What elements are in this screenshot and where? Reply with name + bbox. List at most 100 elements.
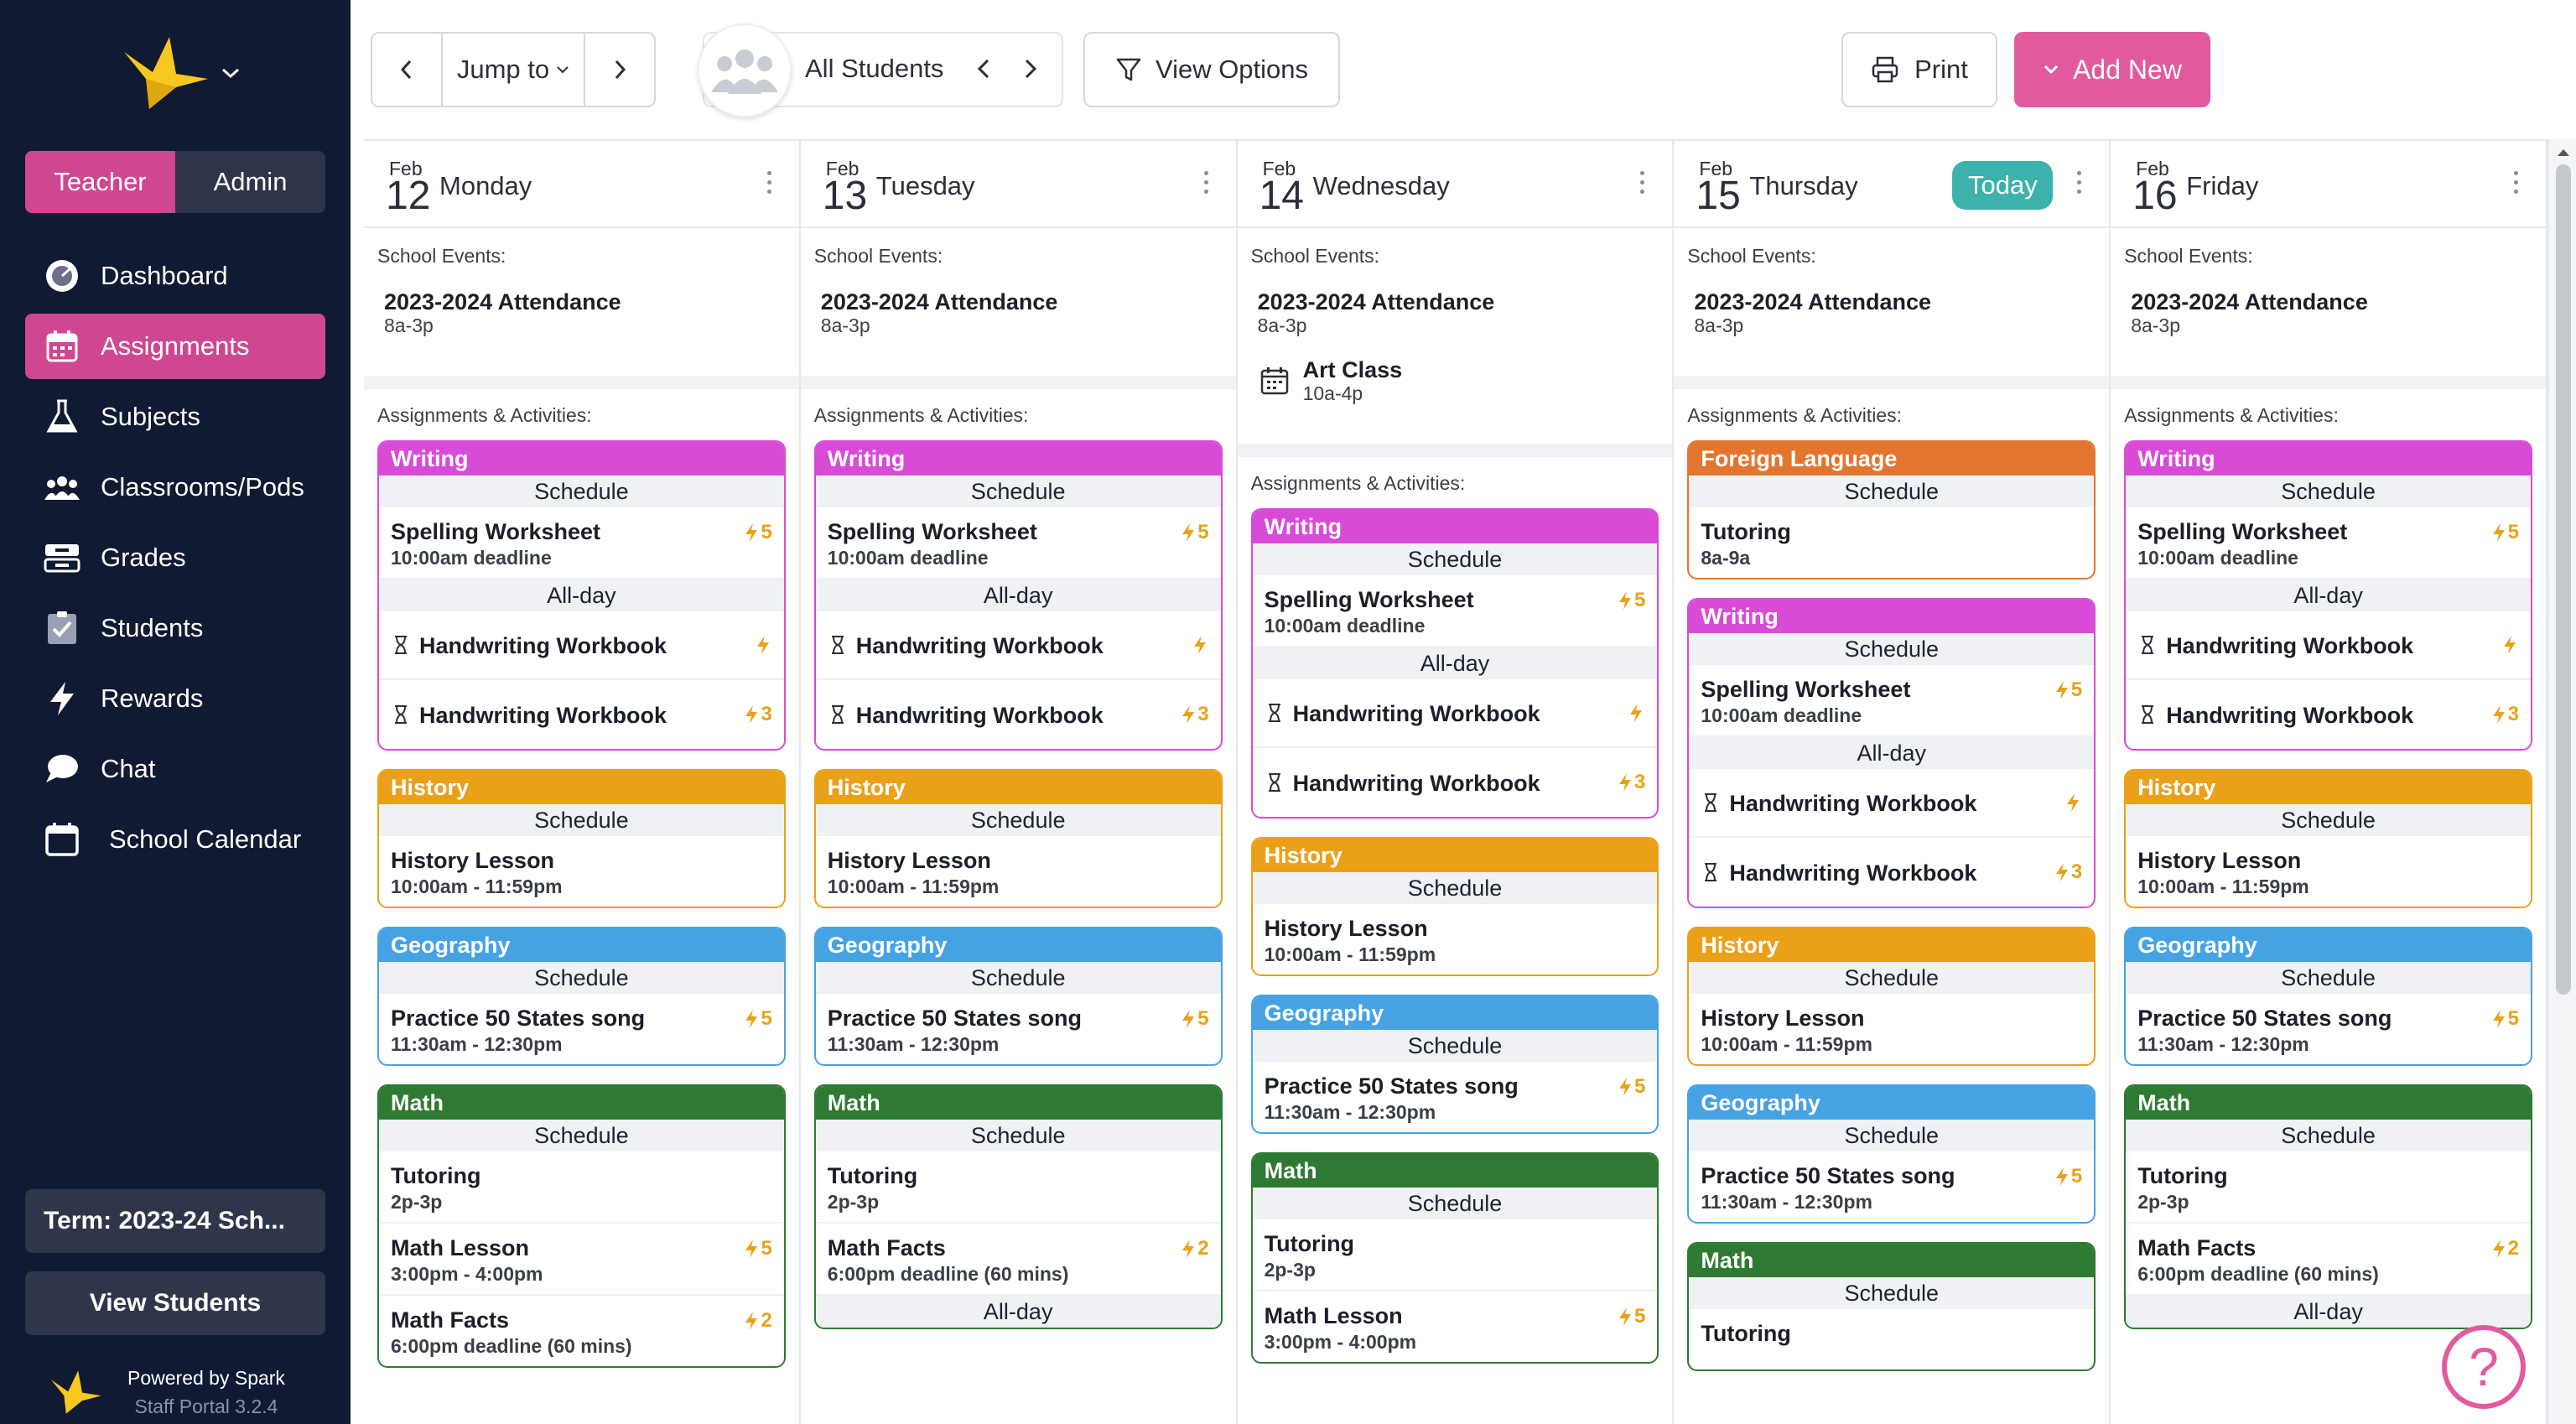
assignment-item[interactable]: History Lesson 10:00am - 11:59pm	[1689, 994, 2094, 1064]
subject-header[interactable]: Math	[1252, 1154, 1658, 1188]
students-icon	[44, 610, 80, 647]
assignment-item[interactable]: Tutoring 2p-3p	[815, 1151, 1221, 1224]
assignment-item[interactable]: Handwriting Workbook	[2126, 611, 2531, 680]
subject-header[interactable]: History	[815, 771, 1221, 804]
term-selector[interactable]: Term: 2023-24 Sch...	[25, 1189, 325, 1253]
assignment-item[interactable]: Practice 50 States song 11:30am - 12:30pm…	[2126, 994, 2531, 1064]
scrollbar-thumb[interactable]	[2556, 164, 2571, 995]
assignment-item[interactable]: Practice 50 States song 11:30am - 12:30pm…	[1253, 1062, 1658, 1132]
subject-header[interactable]: Writing	[1252, 510, 1658, 543]
subject-header[interactable]: Geography	[1689, 1086, 2095, 1120]
lightning-icon	[1181, 1239, 1196, 1259]
sidebar-item-students[interactable]: Students	[25, 595, 325, 661]
assignment-item[interactable]: Handwriting Workbook 3	[1689, 838, 2094, 907]
assignment-time: 6:00pm deadline (60 mins)	[2137, 1263, 2379, 1285]
assignment-item[interactable]: Tutoring 2p-3p	[379, 1151, 784, 1224]
prev-week-button[interactable]	[372, 34, 441, 106]
role-teacher-button[interactable]: Teacher	[25, 151, 175, 213]
subject-header[interactable]: Geography	[1252, 996, 1658, 1030]
assignment-item[interactable]: Practice 50 States song 11:30am - 12:30pm…	[816, 994, 1221, 1064]
subject-header[interactable]: Math	[379, 1086, 784, 1120]
assignment-item[interactable]: Tutoring 2p-3p	[1252, 1219, 1658, 1291]
day-menu-icon[interactable]	[2077, 171, 2084, 199]
school-event[interactable]: 2023-2024 Attendance 8a-3p	[814, 289, 1223, 337]
day-menu-icon[interactable]	[2513, 171, 2521, 199]
sidebar-item-subjects[interactable]: Subjects	[25, 384, 325, 450]
assignment-item[interactable]: Tutoring 2p-3p	[2126, 1151, 2531, 1224]
assignment-item[interactable]: Math Lesson 3:00pm - 4:00pm 5	[379, 1224, 784, 1296]
school-event[interactable]: Art Class 10a-4p	[1251, 357, 1659, 405]
subject-header[interactable]: History	[1689, 928, 2095, 962]
sidebar-item-grades[interactable]: Grades	[25, 525, 325, 590]
assignment-item[interactable]: Tutoring 8a-9a	[1689, 507, 2094, 578]
today-badge[interactable]: Today	[1952, 161, 2054, 210]
print-button[interactable]: Print	[1841, 32, 1997, 107]
subject-header[interactable]: Math	[2126, 1086, 2531, 1120]
subject-header[interactable]: Writing	[2126, 442, 2531, 476]
assignment-item[interactable]: History Lesson 10:00am - 11:59pm	[2126, 836, 2531, 907]
day-menu-icon[interactable]	[1203, 171, 1211, 199]
subject-header[interactable]: Geography	[815, 928, 1221, 962]
subject-header[interactable]: Geography	[2126, 928, 2531, 962]
calendar-scrollbar[interactable]	[2547, 139, 2576, 1424]
subject-header[interactable]: Math	[815, 1086, 1221, 1120]
chevron-down-icon[interactable]	[220, 65, 242, 81]
help-button[interactable]: ?	[2442, 1325, 2526, 1409]
school-event[interactable]: 2023-2024 Attendance 8a-3p	[377, 289, 786, 337]
assignment-item[interactable]: Handwriting Workbook	[1252, 679, 1658, 748]
assignment-item[interactable]: Math Facts 6:00pm deadline (60 mins) 2	[2126, 1224, 2531, 1296]
assignment-item[interactable]: Math Lesson 3:00pm - 4:00pm 5	[1253, 1291, 1658, 1362]
role-admin-button[interactable]: Admin	[213, 167, 288, 196]
sidebar-item-rewards[interactable]: Rewards	[25, 666, 325, 731]
subject-header[interactable]: History	[1252, 839, 1658, 872]
assignment-item[interactable]: Handwriting Workbook	[379, 611, 784, 680]
sidebar-item-school-calendar[interactable]: School Calendar	[25, 807, 325, 872]
assignment-item[interactable]: Practice 50 States song 11:30am - 12:30pm…	[379, 994, 784, 1064]
day-menu-icon[interactable]	[1640, 171, 1647, 199]
subject-header[interactable]: Foreign Language	[1689, 442, 2095, 476]
assignment-item[interactable]: History Lesson 10:00am - 11:59pm	[816, 836, 1221, 907]
assignment-item[interactable]: Handwriting Workbook 3	[1253, 748, 1658, 817]
sidebar-item-dashboard[interactable]: Dashboard	[25, 243, 325, 309]
assignment-item[interactable]: Tutoring	[1689, 1309, 2094, 1369]
subject-header[interactable]: Writing	[379, 442, 784, 476]
assignment-item[interactable]: Handwriting Workbook 3	[379, 680, 784, 749]
sidebar-item-classrooms[interactable]: Classrooms/Pods	[25, 455, 325, 520]
assignment-item[interactable]: Handwriting Workbook 3	[816, 680, 1221, 749]
assignment-item[interactable]: Practice 50 States song 11:30am - 12:30pm…	[1689, 1151, 2094, 1222]
sidebar-item-chat[interactable]: Chat	[25, 736, 325, 802]
view-options-button[interactable]: View Options	[1083, 32, 1340, 107]
subject-header[interactable]: Math	[1689, 1244, 2095, 1277]
view-students-button[interactable]: View Students	[25, 1271, 325, 1335]
assignment-item[interactable]: Math Facts 6:00pm deadline (60 mins) 2	[379, 1296, 784, 1366]
assignment-item[interactable]: Spelling Worksheet 10:00am deadline 5	[379, 507, 784, 579]
day-menu-icon[interactable]	[766, 171, 774, 199]
subject-header[interactable]: History	[379, 771, 784, 804]
assignment-item[interactable]: Math Facts 6:00pm deadline (60 mins) 2	[815, 1224, 1221, 1296]
subject-header[interactable]: History	[2126, 771, 2531, 804]
next-student-icon[interactable]	[1020, 52, 1041, 86]
school-event[interactable]: 2023-2024 Attendance 8a-3p	[2124, 289, 2532, 337]
school-event[interactable]: 2023-2024 Attendance 8a-3p	[1251, 289, 1659, 337]
spark-logo-icon[interactable]	[117, 35, 210, 111]
sidebar-item-assignments[interactable]: Assignments	[25, 314, 325, 379]
subject-header[interactable]: Geography	[379, 928, 784, 962]
next-week-button[interactable]	[585, 34, 654, 106]
assignment-item[interactable]: History Lesson 10:00am - 11:59pm	[1253, 904, 1658, 974]
assignment-item[interactable]: Handwriting Workbook	[815, 611, 1221, 680]
subject-header[interactable]: Writing	[815, 442, 1221, 476]
subject-header[interactable]: Writing	[1689, 600, 2095, 633]
school-event[interactable]: 2023-2024 Attendance 8a-3p	[1687, 289, 2096, 337]
event-time: 8a-3p	[384, 314, 434, 336]
jump-to-button[interactable]: Jump to	[441, 34, 585, 106]
assignment-item[interactable]: Spelling Worksheet 10:00am deadline 5	[2126, 507, 2531, 579]
assignment-item[interactable]: Spelling Worksheet 10:00am deadline 5	[815, 507, 1221, 579]
assignment-item[interactable]: History Lesson 10:00am - 11:59pm	[379, 836, 784, 907]
assignment-item[interactable]: Spelling Worksheet 10:00am deadline 5	[1689, 665, 2095, 737]
assignment-item[interactable]: Handwriting Workbook 3	[2126, 680, 2531, 749]
assignment-item[interactable]: Spelling Worksheet 10:00am deadline 5	[1252, 575, 1658, 647]
prev-student-icon[interactable]	[973, 52, 995, 86]
scroll-up-icon[interactable]	[2549, 144, 2576, 163]
assignment-item[interactable]: Handwriting Workbook	[1689, 769, 2095, 838]
add-new-button[interactable]: Add New	[2014, 32, 2210, 107]
